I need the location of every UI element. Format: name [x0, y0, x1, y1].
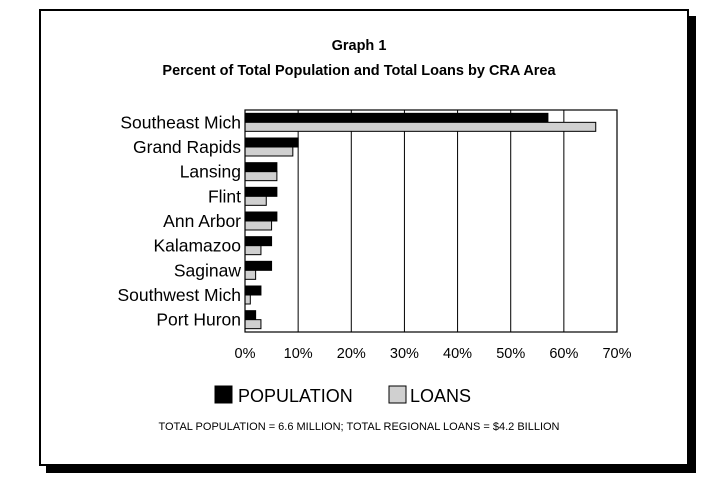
- category-label-southwest-mich: Southwest Mich: [117, 285, 241, 305]
- bar-population-lansing: [244, 162, 278, 173]
- x-tick-label-30: 30%: [390, 346, 419, 362]
- bar-population-port-huron: [244, 310, 257, 321]
- bar-loans-kalamazoo: [244, 245, 262, 256]
- x-tick-label-60: 60%: [549, 346, 578, 362]
- x-tick-label-10: 10%: [284, 346, 313, 362]
- x-tick-labels: 0% 10% 20% 30% 40% 50% 60% 70%: [235, 346, 632, 362]
- chart-title: Graph 1: [332, 38, 387, 54]
- bar-loans-port-huron: [244, 319, 262, 330]
- category-label-lansing: Lansing: [180, 162, 241, 182]
- bar-population-southwest-mich: [244, 285, 262, 296]
- x-tick-label-50: 50%: [496, 346, 525, 362]
- gridlines: [297, 110, 565, 332]
- category-labels: Southeast Mich Grand Rapids Lansing Flint An…: [117, 112, 241, 329]
- legend-label-loans: LOANS: [410, 386, 471, 406]
- footnote: TOTAL POPULATION = 6.6 MILLION; TOTAL RE…: [158, 421, 559, 433]
- x-tick-label-40: 40%: [443, 346, 472, 362]
- bar-population-saginaw: [244, 260, 273, 271]
- bar-loans-lansing: [244, 171, 278, 182]
- chart-frame: [39, 9, 689, 466]
- bar-loans-ann-arbor: [244, 220, 273, 231]
- bar-population-southeast-mich: [244, 112, 549, 123]
- bar-population-kalamazoo: [244, 236, 273, 247]
- legend-label-population: POPULATION: [238, 386, 353, 406]
- category-label-ann-arbor: Ann Arbor: [163, 211, 241, 231]
- legend: POPULATION LOANS: [214, 385, 471, 406]
- x-tick-label-70: 70%: [602, 346, 631, 362]
- chart-subtitle: Percent of Total Population and Total Lo…: [162, 63, 556, 79]
- plot-area: [244, 109, 618, 333]
- bar-loans-flint: [244, 195, 267, 206]
- legend-swatch-population: [214, 385, 233, 404]
- category-label-grand-rapids: Grand Rapids: [133, 137, 241, 157]
- bar-population-flint: [244, 186, 278, 197]
- category-label-southeast-mich: Southeast Mich: [120, 112, 241, 132]
- plot-border: [244, 109, 618, 333]
- bar-loans-grand-rapids: [244, 146, 294, 157]
- x-tick-label-0: 0%: [235, 346, 256, 362]
- legend-swatch-loans: [388, 385, 407, 404]
- category-label-kalamazoo: Kalamazoo: [153, 236, 241, 256]
- category-label-port-huron: Port Huron: [156, 310, 241, 330]
- category-label-saginaw: Saginaw: [174, 260, 241, 280]
- x-tick-label-20: 20%: [337, 346, 366, 362]
- bar-loans-southwest-mich: [244, 294, 251, 305]
- bar-population-grand-rapids: [244, 137, 299, 148]
- bar-loans-southeast-mich: [244, 121, 597, 132]
- category-label-flint: Flint: [208, 186, 241, 206]
- bars: [244, 112, 597, 330]
- bar-population-ann-arbor: [244, 211, 278, 222]
- bar-loans-saginaw: [244, 269, 257, 280]
